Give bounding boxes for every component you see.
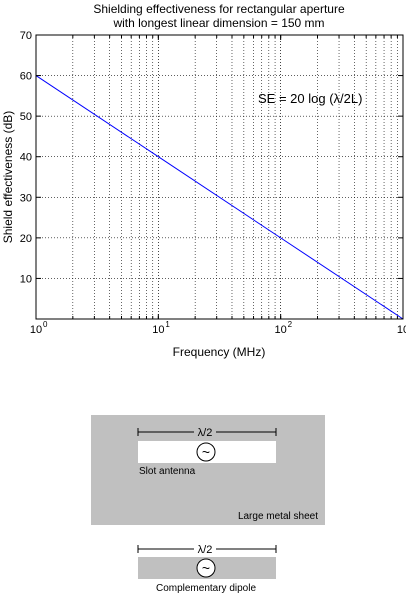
x-axis-label: Frequency (MHz) (173, 345, 266, 359)
dipole-dimension-label-bg (194, 542, 216, 554)
slot-source-symbol: ~ (202, 444, 210, 460)
annotation-formula: SE = 20 log (λ/2L) (258, 91, 362, 106)
y-tick-label: 60 (20, 71, 32, 83)
y-tick-label: 30 (20, 192, 32, 204)
y-tick-label: 50 (20, 111, 32, 123)
series-layer (35, 75, 404, 320)
y-tick-label: 10 (20, 273, 32, 285)
x-tick-label: 10 (275, 324, 287, 336)
x-tick-label-exponent: 2 (288, 320, 293, 329)
x-tick-label: 10 (397, 324, 406, 336)
chart: Shielding effectiveness for rectangular … (1, 2, 406, 359)
slot-antenna-diagram: λ/2 ~ Slot antenna Large metal sheet (91, 415, 325, 525)
tick-marks (36, 35, 403, 319)
complementary-dipole-diagram: λ/2 ~ Complementary dipole (137, 542, 277, 594)
tick-labels: 10203040506070100101102103 (20, 30, 406, 336)
x-tick-label: 10 (152, 324, 164, 336)
plot-area (36, 35, 403, 319)
slot-dimension-label-bg (194, 425, 216, 437)
slot-antenna-caption: Slot antenna (139, 466, 196, 477)
slot-dimension-label: λ/2 (198, 427, 213, 439)
slot-source-icon: ~ (196, 442, 216, 462)
y-axis-label: Shield effectiveness (dB) (1, 111, 15, 244)
chart-subtitle: with longest linear dimension = 150 mm (112, 16, 324, 30)
x-tick-label-exponent: 0 (43, 320, 48, 329)
y-tick-label: 20 (20, 233, 32, 245)
plot-frame (35, 34, 404, 320)
chart-title: Shielding effectiveness for rectangular … (93, 2, 345, 16)
x-tick-label: 10 (30, 324, 42, 336)
dipole-source-symbol: ~ (202, 560, 210, 576)
y-tick-label: 70 (20, 30, 32, 42)
metal-sheet-caption: Large metal sheet (238, 511, 318, 522)
dipole-dimension-label: λ/2 (198, 544, 213, 556)
dipole-source-icon: ~ (196, 558, 216, 578)
y-tick-label: 40 (20, 152, 32, 164)
dipole-caption: Complementary dipole (156, 583, 256, 594)
series-line (35, 75, 404, 320)
x-tick-label-exponent: 1 (165, 320, 170, 329)
